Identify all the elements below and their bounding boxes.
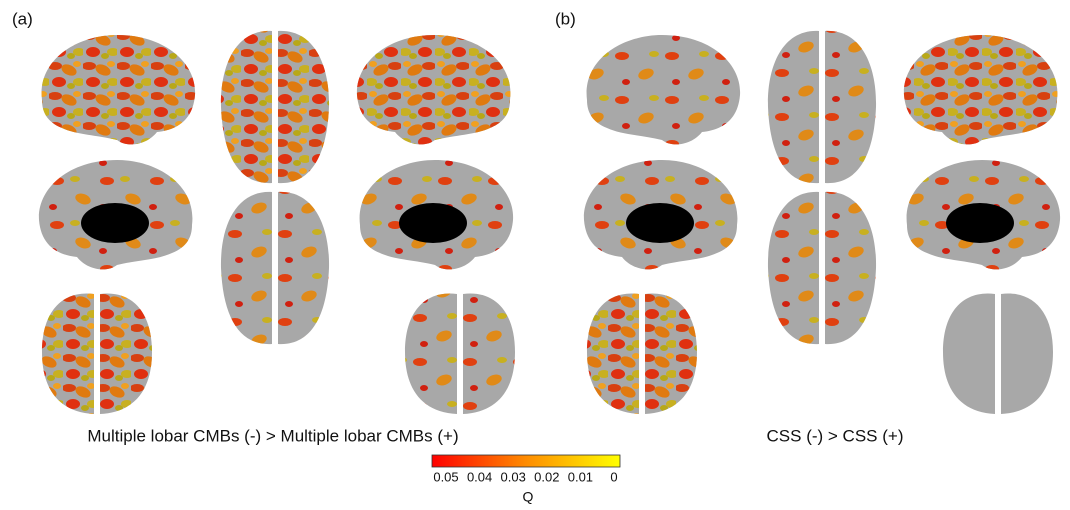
- brain-overlay: [586, 35, 741, 145]
- brain-overlay: [42, 293, 152, 414]
- brain-overlay: [767, 30, 877, 184]
- colorbar-tick-label: 0.03: [501, 469, 526, 484]
- brain-view: [943, 293, 1053, 414]
- colorbar-tick-label: 0.01: [568, 469, 593, 484]
- colorbar: [431, 454, 621, 468]
- panel-a-brains: [38, 30, 515, 414]
- panel-caption: CSS (-) > CSS (+): [767, 426, 904, 445]
- panel-caption: Multiple lobar CMBs (-) > Multiple lobar…: [87, 426, 458, 445]
- brain-overlay: [220, 30, 330, 184]
- brain-hole: [81, 203, 149, 243]
- colorbar-tick-label: 0: [610, 469, 617, 484]
- brain-overlay: [903, 35, 1058, 145]
- panel-label: (b): [555, 9, 576, 28]
- colorbar-label: Q: [523, 489, 534, 505]
- colorbar-tick-label: 0.05: [433, 469, 458, 484]
- brain-overlay: [587, 293, 697, 414]
- colorbar-tick-label: 0.02: [534, 469, 559, 484]
- brain-overlay: [767, 191, 877, 345]
- brain-overlay: [41, 35, 196, 145]
- colorbar-tick-label: 0.04: [467, 469, 492, 484]
- brain-overlay: [220, 191, 330, 345]
- brain-overlay: [356, 35, 511, 145]
- brain-hole: [399, 203, 467, 243]
- brain-hole: [626, 203, 694, 243]
- brain-hole: [946, 203, 1014, 243]
- panel-b-brains: [583, 30, 1061, 414]
- brain-overlay: [405, 293, 515, 414]
- panel-label: (a): [12, 9, 33, 28]
